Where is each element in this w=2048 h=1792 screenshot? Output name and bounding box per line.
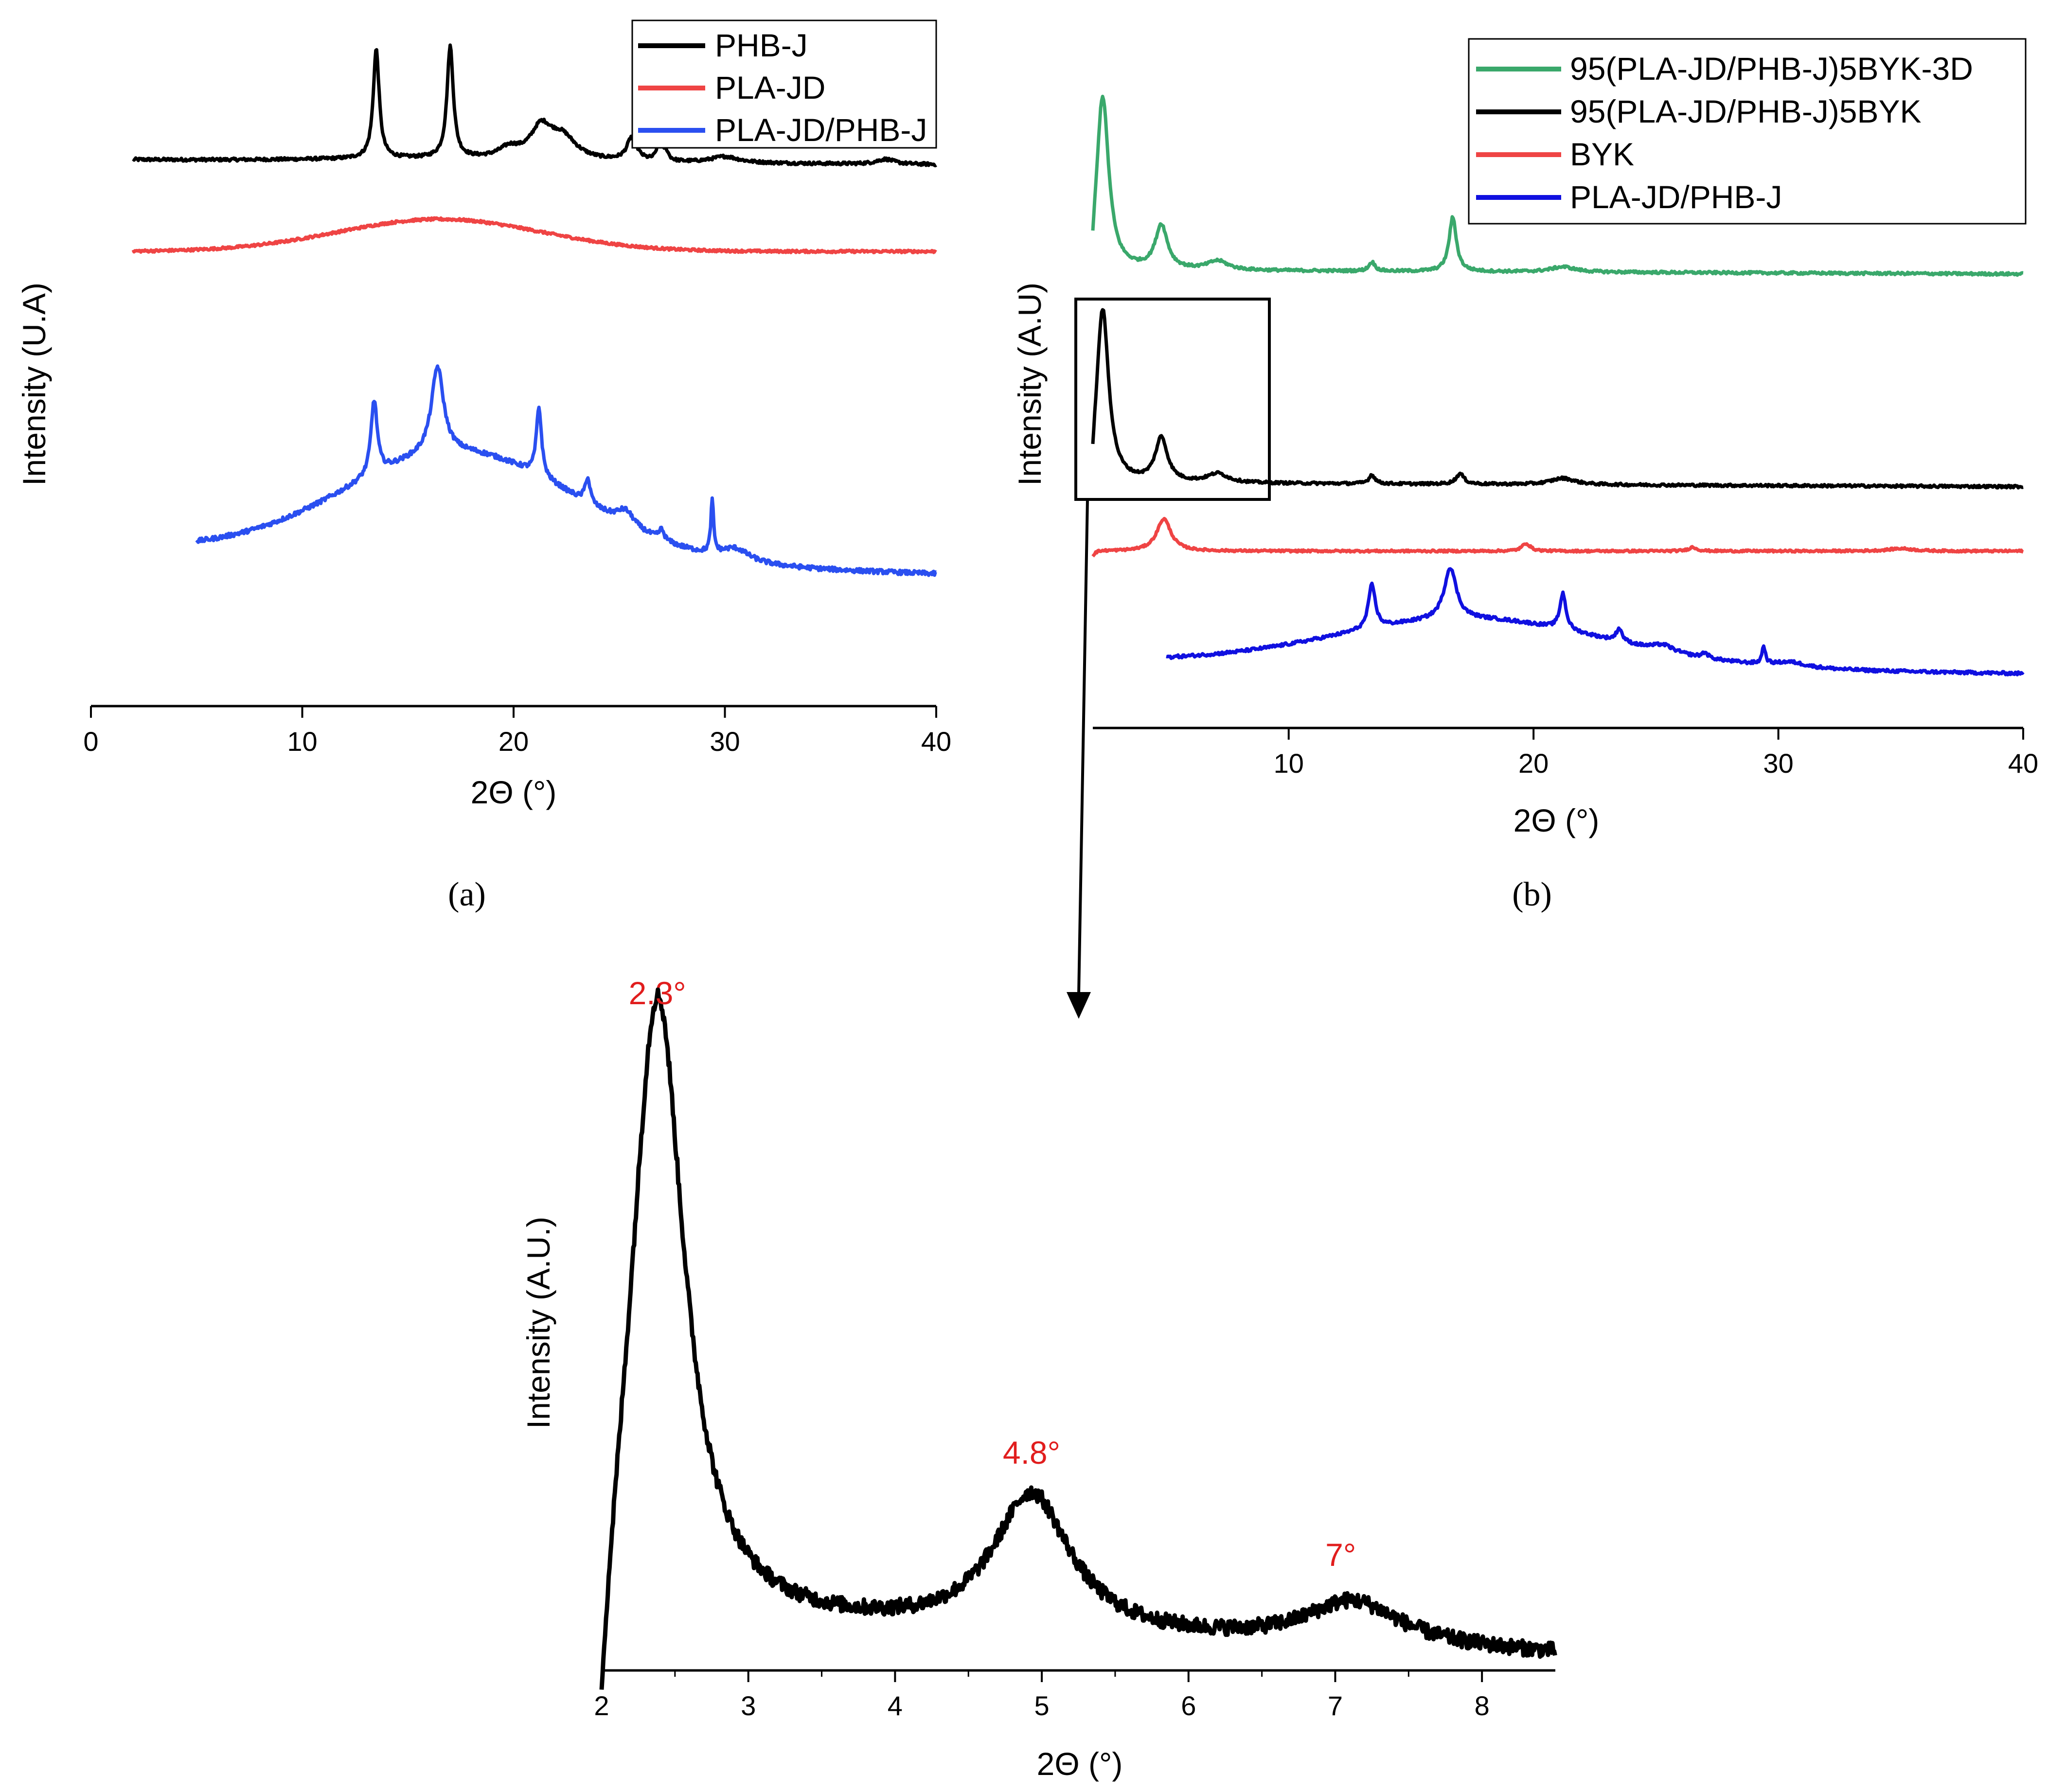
panel-a-x-axis-title: 2Θ (°) bbox=[471, 774, 557, 810]
legend-label-pla-jd-phb-j-b: PLA-JD/PHB-J bbox=[1570, 179, 1782, 215]
series-line-pla-jd-phb-j bbox=[195, 364, 937, 577]
legend-label-byk: BYK bbox=[1570, 136, 1634, 172]
zoom-arrow-line bbox=[1077, 499, 1089, 995]
x-tick-label: 20 bbox=[499, 726, 529, 757]
series-line-pla-jd-phb-j bbox=[1165, 567, 2025, 676]
panel-b-legend-box bbox=[1468, 38, 2027, 225]
x-tick-label: 0 bbox=[83, 726, 98, 757]
panel-b-x-axis-title: 2Θ (°) bbox=[1514, 802, 1600, 838]
panel-b-label: (b) bbox=[1512, 876, 1552, 913]
legend-label-phb-j: PHB-J bbox=[715, 27, 808, 63]
x-tick-label: 40 bbox=[2008, 748, 2038, 779]
panel-c-y-axis-title: Intensity (A.U.) bbox=[520, 1217, 556, 1429]
panel-a-curves bbox=[131, 43, 937, 577]
zoom-region-box bbox=[1074, 298, 1271, 501]
legend-label-5byk: 95(PLA-JD/PHB-J)5BYK bbox=[1570, 93, 1922, 129]
panel-b-y-axis-title: Intensity (A.U) bbox=[1012, 283, 1048, 486]
panel-c-x-ticks: 2 3 4 5 6 7 8 bbox=[594, 1670, 1490, 1721]
panel-c-peak-annotations: 2.3° 4.8° 7° bbox=[629, 975, 1356, 1573]
panel-a-legend-box bbox=[631, 19, 937, 149]
panel-b-curves bbox=[1091, 94, 2025, 676]
series-line-95-pla-jd-phb-j-5byk bbox=[599, 987, 1557, 1690]
panel-a-y-axis-title: Intensity (U.A) bbox=[16, 283, 52, 486]
panel-a-x-ticks: 0 10 20 30 40 bbox=[83, 706, 951, 757]
panel-c-curves bbox=[599, 987, 1557, 1690]
panel-a: 0 10 20 30 40 2Θ (°) Intensity (U.A) (a) PHB… bbox=[16, 19, 951, 913]
x-tick-label: 10 bbox=[1274, 748, 1304, 779]
peak-annotation: 7° bbox=[1325, 1537, 1356, 1573]
legend-label-5byk-3d: 95(PLA-JD/PHB-J)5BYK-3D bbox=[1570, 51, 1973, 87]
series-line-byk bbox=[1091, 516, 2024, 558]
panel-c-zoom: 2 3 4 5 6 7 8 2Θ (°) Intensity (A.U.) 2.3° 4.8°… bbox=[520, 975, 1557, 1782]
peak-annotation: 4.8° bbox=[1003, 1435, 1060, 1471]
x-tick-label: 30 bbox=[710, 726, 740, 757]
panel-b-legend: 95(PLA-JD/PHB-J)5BYK-3D 95(PLA-JD/PHB-J)… bbox=[1468, 38, 2027, 225]
series-line-pla-jd bbox=[131, 216, 937, 254]
panel-c-x-axis-title: 2Θ (°) bbox=[1037, 1746, 1123, 1782]
x-tick-label: 40 bbox=[921, 726, 951, 757]
panel-a-legend: PHB-J PLA-JD PLA-JD/PHB-J bbox=[631, 19, 937, 149]
x-tick-label: 20 bbox=[1518, 748, 1549, 779]
panel-b-x-ticks: 10 20 30 40 bbox=[1274, 728, 2038, 779]
panel-b: 10 20 30 40 2Θ (°) Intensity (A.U) (b) 95(P… bbox=[1012, 38, 2038, 1019]
series-line-phb-j bbox=[132, 43, 937, 168]
zoom-arrowhead bbox=[1067, 992, 1091, 1019]
x-tick-label: 10 bbox=[287, 726, 317, 757]
x-tick-label: 4 bbox=[888, 1690, 903, 1721]
x-tick-label: 6 bbox=[1181, 1690, 1196, 1721]
x-tick-label: 7 bbox=[1328, 1690, 1343, 1721]
x-tick-label: 2 bbox=[594, 1690, 609, 1721]
series-line-95-pla-jd-phb-j-5byk-3d bbox=[1091, 94, 2024, 277]
x-tick-label: 8 bbox=[1475, 1690, 1490, 1721]
legend-label-pla-jd-phb-j: PLA-JD/PHB-J bbox=[715, 112, 927, 148]
x-tick-label: 3 bbox=[741, 1690, 756, 1721]
peak-annotation: 2.3° bbox=[629, 975, 686, 1011]
legend-label-pla-jd: PLA-JD bbox=[715, 70, 825, 106]
x-tick-label: 5 bbox=[1034, 1690, 1049, 1721]
panel-a-label: (a) bbox=[448, 876, 486, 913]
series-line-95-pla-jd-phb-j-5byk bbox=[1091, 308, 2024, 490]
x-tick-label: 30 bbox=[1763, 748, 1793, 779]
